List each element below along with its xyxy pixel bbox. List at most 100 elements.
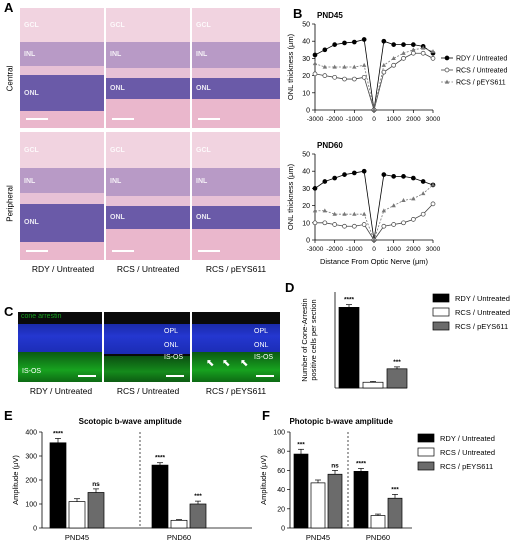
y-tick-label: 0 xyxy=(306,238,310,245)
significance-label: **** xyxy=(53,430,64,437)
scale-bar xyxy=(26,118,48,120)
data-point xyxy=(391,62,397,68)
legend-label: RDY / Untreated xyxy=(455,294,510,303)
data-point xyxy=(361,37,367,42)
histology-image: GCL INL ONL xyxy=(192,8,280,128)
layer-label: INL xyxy=(110,178,122,186)
data-point xyxy=(342,64,347,69)
data-point xyxy=(420,191,426,196)
data-point xyxy=(411,196,416,201)
bar xyxy=(87,492,105,529)
data-point xyxy=(381,62,387,67)
data-point xyxy=(410,42,416,47)
data-point xyxy=(342,223,347,229)
retina-layer xyxy=(106,68,190,78)
retina-layer xyxy=(106,77,190,100)
nuclear-layer xyxy=(104,324,190,354)
retina-layer xyxy=(192,206,280,230)
layer-label: INL xyxy=(110,51,122,59)
y-tick-label: 10 xyxy=(302,90,310,97)
retina-layer xyxy=(20,242,104,260)
data-point xyxy=(420,50,426,56)
bar xyxy=(338,307,360,389)
significance-label: *** xyxy=(297,441,305,448)
bar xyxy=(151,464,169,529)
x-tick-label: -1000 xyxy=(346,246,363,253)
data-point xyxy=(332,64,337,69)
legend-swatch xyxy=(417,447,435,457)
scale-bar xyxy=(78,375,96,377)
legend-marker xyxy=(444,67,450,73)
chart-title: Photopic b-wave amplitude xyxy=(289,417,393,426)
data-point xyxy=(312,220,318,226)
data-point xyxy=(351,170,357,176)
data-point xyxy=(342,76,347,82)
retina-layer xyxy=(20,41,104,66)
y-tick-label: 30 xyxy=(302,56,310,63)
data-point xyxy=(420,211,426,217)
y-axis-label: Amplitude (μV) xyxy=(259,455,268,505)
x-tick-label: PND45 xyxy=(65,533,89,542)
retina-layer xyxy=(20,65,104,76)
bar-chart-f: Photopic b-wave amplitude 0 20 40 60 80 100 Amp… xyxy=(259,417,495,542)
retina-layer xyxy=(192,196,280,207)
layer-label: INL xyxy=(24,51,36,59)
retina-layer xyxy=(106,99,190,128)
data-point xyxy=(401,42,406,47)
chart-title: PND60 xyxy=(317,141,343,150)
y-tick-label: 0 xyxy=(281,526,285,533)
layer-label: GCL xyxy=(24,22,39,30)
legend-label: RCS / pEYS611 xyxy=(456,80,506,87)
x-tick-label: 1000 xyxy=(386,246,401,253)
data-point xyxy=(352,64,357,69)
data-point xyxy=(322,47,328,53)
retina-layer xyxy=(192,229,280,260)
arrow-icon: ⬉ xyxy=(222,358,231,369)
histology-image: GCL INL ONL xyxy=(192,132,280,260)
bar xyxy=(386,368,408,389)
y-tick-label: 0 xyxy=(33,526,37,533)
significance-label: *** xyxy=(393,359,401,366)
layer-label: ONL xyxy=(110,213,125,221)
data-point xyxy=(322,208,328,213)
layer-label: GCL xyxy=(110,22,125,30)
y-tick-label: 60 xyxy=(277,468,285,475)
series-line xyxy=(315,203,434,241)
scale-bar xyxy=(112,118,134,120)
series-line xyxy=(314,38,434,111)
legend-label: RCS / pEYS611 xyxy=(440,462,493,471)
scale-bar xyxy=(166,375,184,377)
fluorescence-image: cone arrestin IS-OS xyxy=(18,312,102,382)
data-point xyxy=(351,223,357,229)
data-point xyxy=(391,42,397,47)
y-tick-label: 50 xyxy=(302,152,310,159)
layer-label: ONL xyxy=(196,84,211,92)
data-point xyxy=(381,223,387,229)
data-point xyxy=(361,168,367,174)
scale-bar xyxy=(198,118,220,120)
legend-marker xyxy=(444,55,450,61)
y-tick-label: 50 xyxy=(302,22,310,29)
retina-layer xyxy=(106,167,190,196)
y-tick-label: 40 xyxy=(302,39,310,46)
x-tick-label: 0 xyxy=(372,246,376,253)
data-point xyxy=(420,179,426,184)
data-point xyxy=(332,175,338,181)
x-tick-label: -3000 xyxy=(307,116,324,123)
panel-label-e: E xyxy=(4,408,13,423)
layer-label: GCL xyxy=(196,22,211,30)
panel-label-d: D xyxy=(285,280,295,295)
significance-label: **** xyxy=(356,460,367,467)
bar xyxy=(170,519,188,529)
layer-label: ONL xyxy=(110,84,125,92)
y-tick-label: 200 xyxy=(25,478,37,485)
significance-label: ns xyxy=(92,481,100,488)
data-point xyxy=(430,201,436,207)
data-point xyxy=(371,107,377,112)
histology-col-label-rdy: RDY / Untreated xyxy=(31,264,95,274)
x-tick-label: 0 xyxy=(372,116,376,123)
significance-label: **** xyxy=(155,455,166,462)
data-point xyxy=(420,45,426,50)
data-point xyxy=(430,49,436,54)
data-point xyxy=(351,39,357,45)
